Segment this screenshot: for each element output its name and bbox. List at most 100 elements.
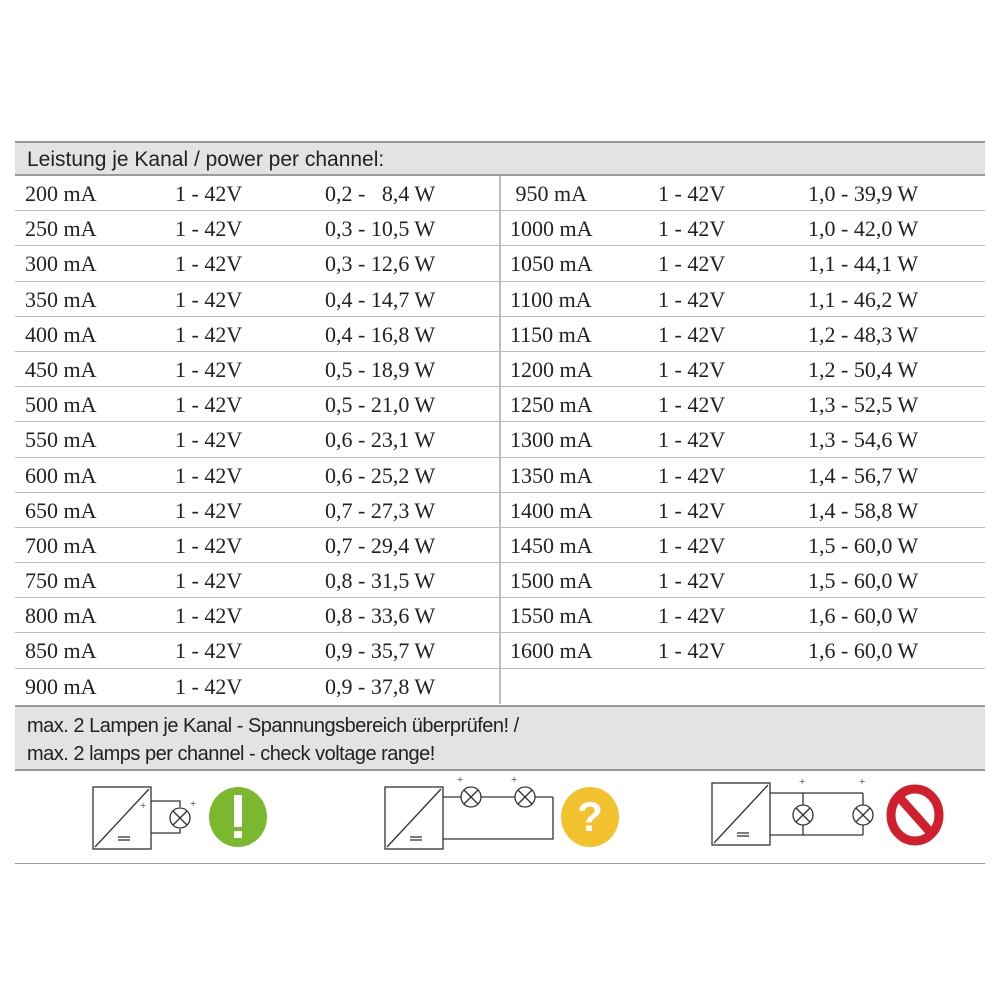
voltage-cell: 1 - 42V: [658, 321, 726, 347]
power-cell: 1,0 - 39,9 W: [808, 181, 919, 206]
voltage-cell: 1 - 42V: [658, 532, 726, 558]
driver-icon: [92, 786, 152, 850]
driver-icon: [711, 782, 771, 846]
power-cell: 0,8 - 33,6 W: [325, 603, 436, 629]
svg-text:?: ?: [577, 793, 603, 840]
current-cell: 800 mA: [25, 603, 97, 629]
voltage-cell: 1 - 42V: [175, 427, 243, 453]
table-row: 650 mA 1 - 42V 0,7 - 27,3 W 1400 mA 1 - 42V 1…: [15, 493, 985, 528]
current-cell: 1250 mA: [510, 392, 593, 418]
current-cell: 1550 mA: [510, 603, 593, 629]
svg-text:+: +: [457, 774, 463, 786]
power-cell: 1,6 - 60,0 W: [808, 603, 919, 629]
voltage-cell: 1 - 42V: [175, 497, 243, 523]
table-row: 750 mA 1 - 42V 0,8 - 31,5 W 1500 mA 1 - 42V 1…: [15, 563, 985, 599]
table-row: 450 mA 1 - 42V 0,5 - 18,9 W 1200 mA 1 - 42V 1…: [15, 352, 985, 388]
table-row: 350 mA 1 - 42V 0,4 - 14,7 W 1100 mA 1 - 42V 1…: [15, 282, 985, 317]
voltage-cell: 1 - 42V: [658, 181, 726, 206]
footer-note: max. 2 Lampen je Kanal - Spannungsbereic…: [15, 705, 985, 771]
diagram-series-lamps: + + ?: [384, 774, 619, 850]
power-cell: 1,2 - 50,4 W: [808, 356, 919, 382]
current-cell: 450 mA: [25, 356, 97, 382]
current-cell: 1000 mA: [510, 216, 593, 242]
exclamation-icon: [209, 787, 267, 847]
current-cell: 700 mA: [25, 532, 97, 558]
current-cell: 1450 mA: [510, 532, 593, 558]
lamp-icon: [514, 786, 536, 808]
lamp-icon: [169, 807, 191, 829]
question-icon: ?: [561, 787, 619, 847]
table-row: 600 mA 1 - 42V 0,6 - 25,2 W 1350 mA 1 - 42V 1…: [15, 458, 985, 493]
driver-icon: [384, 786, 444, 850]
voltage-cell: 1 - 42V: [175, 568, 243, 594]
power-cell: 1,6 - 60,0 W: [808, 638, 919, 664]
table-row: 200 mA 1 - 42V 0,2 - 8,4 W 950 mA 1 - 42V 1,…: [15, 176, 985, 212]
power-cell: 0,5 - 21,0 W: [325, 392, 436, 418]
current-cell: 1600 mA: [510, 638, 593, 664]
lamp-icon: [852, 804, 874, 826]
power-cell: 0,3 - 10,5 W: [325, 216, 436, 242]
power-cell: 1,3 - 52,5 W: [808, 392, 919, 418]
diagram-parallel-lamps: + +: [711, 776, 944, 846]
voltage-cell: 1 - 42V: [175, 532, 243, 558]
power-cell: 0,6 - 23,1 W: [325, 427, 436, 453]
svg-text:+: +: [859, 776, 865, 788]
power-cell: 0,4 - 16,8 W: [325, 321, 436, 347]
current-cell: 850 mA: [25, 638, 97, 664]
voltage-cell: 1 - 42V: [175, 638, 243, 664]
svg-text:+: +: [511, 774, 517, 786]
voltage-cell: 1 - 42V: [658, 356, 726, 382]
wiring-diagrams: + + + + ? + +: [15, 771, 985, 864]
current-cell: 1100 mA: [510, 286, 592, 312]
voltage-cell: 1 - 42V: [658, 462, 726, 488]
prohibited-icon: [886, 784, 944, 846]
table-row: 250 mA 1 - 42V 0,3 - 10,5 W 1000 mA 1 - 42V 1…: [15, 211, 985, 247]
power-cell: 0,2 - 8,4 W: [325, 181, 436, 206]
voltage-cell: 1 - 42V: [658, 216, 726, 242]
voltage-cell: 1 - 42V: [175, 216, 243, 242]
power-cell: 0,7 - 29,4 W: [325, 532, 436, 558]
voltage-cell: 1 - 42V: [658, 568, 726, 594]
current-cell: 1150 mA: [510, 321, 592, 347]
power-cell: 0,8 - 31,5 W: [325, 568, 436, 594]
power-cell: 1,3 - 54,6 W: [808, 427, 919, 453]
current-cell: 1500 mA: [510, 568, 593, 594]
power-cell: 0,9 - 37,8 W: [325, 673, 436, 699]
voltage-cell: 1 - 42V: [175, 321, 243, 347]
power-cell: 0,3 - 12,6 W: [325, 251, 436, 277]
power-cell: 1,5 - 60,0 W: [808, 532, 919, 558]
table-header: Leistung je Kanal / power per channel:: [15, 141, 985, 176]
current-cell: 200 mA: [25, 181, 97, 206]
voltage-cell: 1 - 42V: [658, 603, 726, 629]
current-cell: 550 mA: [25, 427, 97, 453]
voltage-cell: 1 - 42V: [658, 251, 726, 277]
current-cell: 750 mA: [25, 568, 97, 594]
power-cell: 1,1 - 46,2 W: [808, 286, 919, 312]
voltage-cell: 1 - 42V: [658, 286, 726, 312]
current-cell: 250 mA: [25, 216, 97, 242]
table-row: 400 mA 1 - 42V 0,4 - 16,8 W 1150 mA 1 - 42V 1…: [15, 317, 985, 352]
voltage-cell: 1 - 42V: [658, 497, 726, 523]
voltage-cell: 1 - 42V: [658, 392, 726, 418]
svg-text:+: +: [190, 798, 196, 810]
power-cell: 1,2 - 48,3 W: [808, 321, 919, 347]
table-row: 800 mA 1 - 42V 0,8 - 33,6 W 1550 mA 1 - 42V 1…: [15, 598, 985, 634]
power-table: 200 mA 1 - 42V 0,2 - 8,4 W 950 mA 1 - 42V 1,…: [15, 176, 985, 704]
power-cell: 0,9 - 35,7 W: [325, 638, 436, 664]
footer-line-de: max. 2 Lampen je Kanal - Spannungsbereic…: [27, 715, 519, 737]
current-cell: 1400 mA: [510, 497, 593, 523]
current-cell: 1200 mA: [510, 356, 593, 382]
voltage-cell: 1 - 42V: [658, 638, 726, 664]
current-cell: 350 mA: [25, 286, 97, 312]
column-divider: [499, 176, 501, 704]
power-cell: 0,7 - 27,3 W: [325, 497, 436, 523]
power-cell: 1,1 - 44,1 W: [808, 251, 919, 277]
current-cell: 500 mA: [25, 392, 97, 418]
current-cell: 300 mA: [25, 251, 97, 277]
footer-line-en: max. 2 lamps per channel - check voltage…: [27, 743, 435, 765]
current-cell: 950 mA: [510, 181, 588, 206]
lamp-icon: [792, 804, 814, 826]
diagram-single-lamp: + +: [92, 786, 267, 850]
voltage-cell: 1 - 42V: [175, 286, 243, 312]
current-cell: 650 mA: [25, 497, 97, 523]
